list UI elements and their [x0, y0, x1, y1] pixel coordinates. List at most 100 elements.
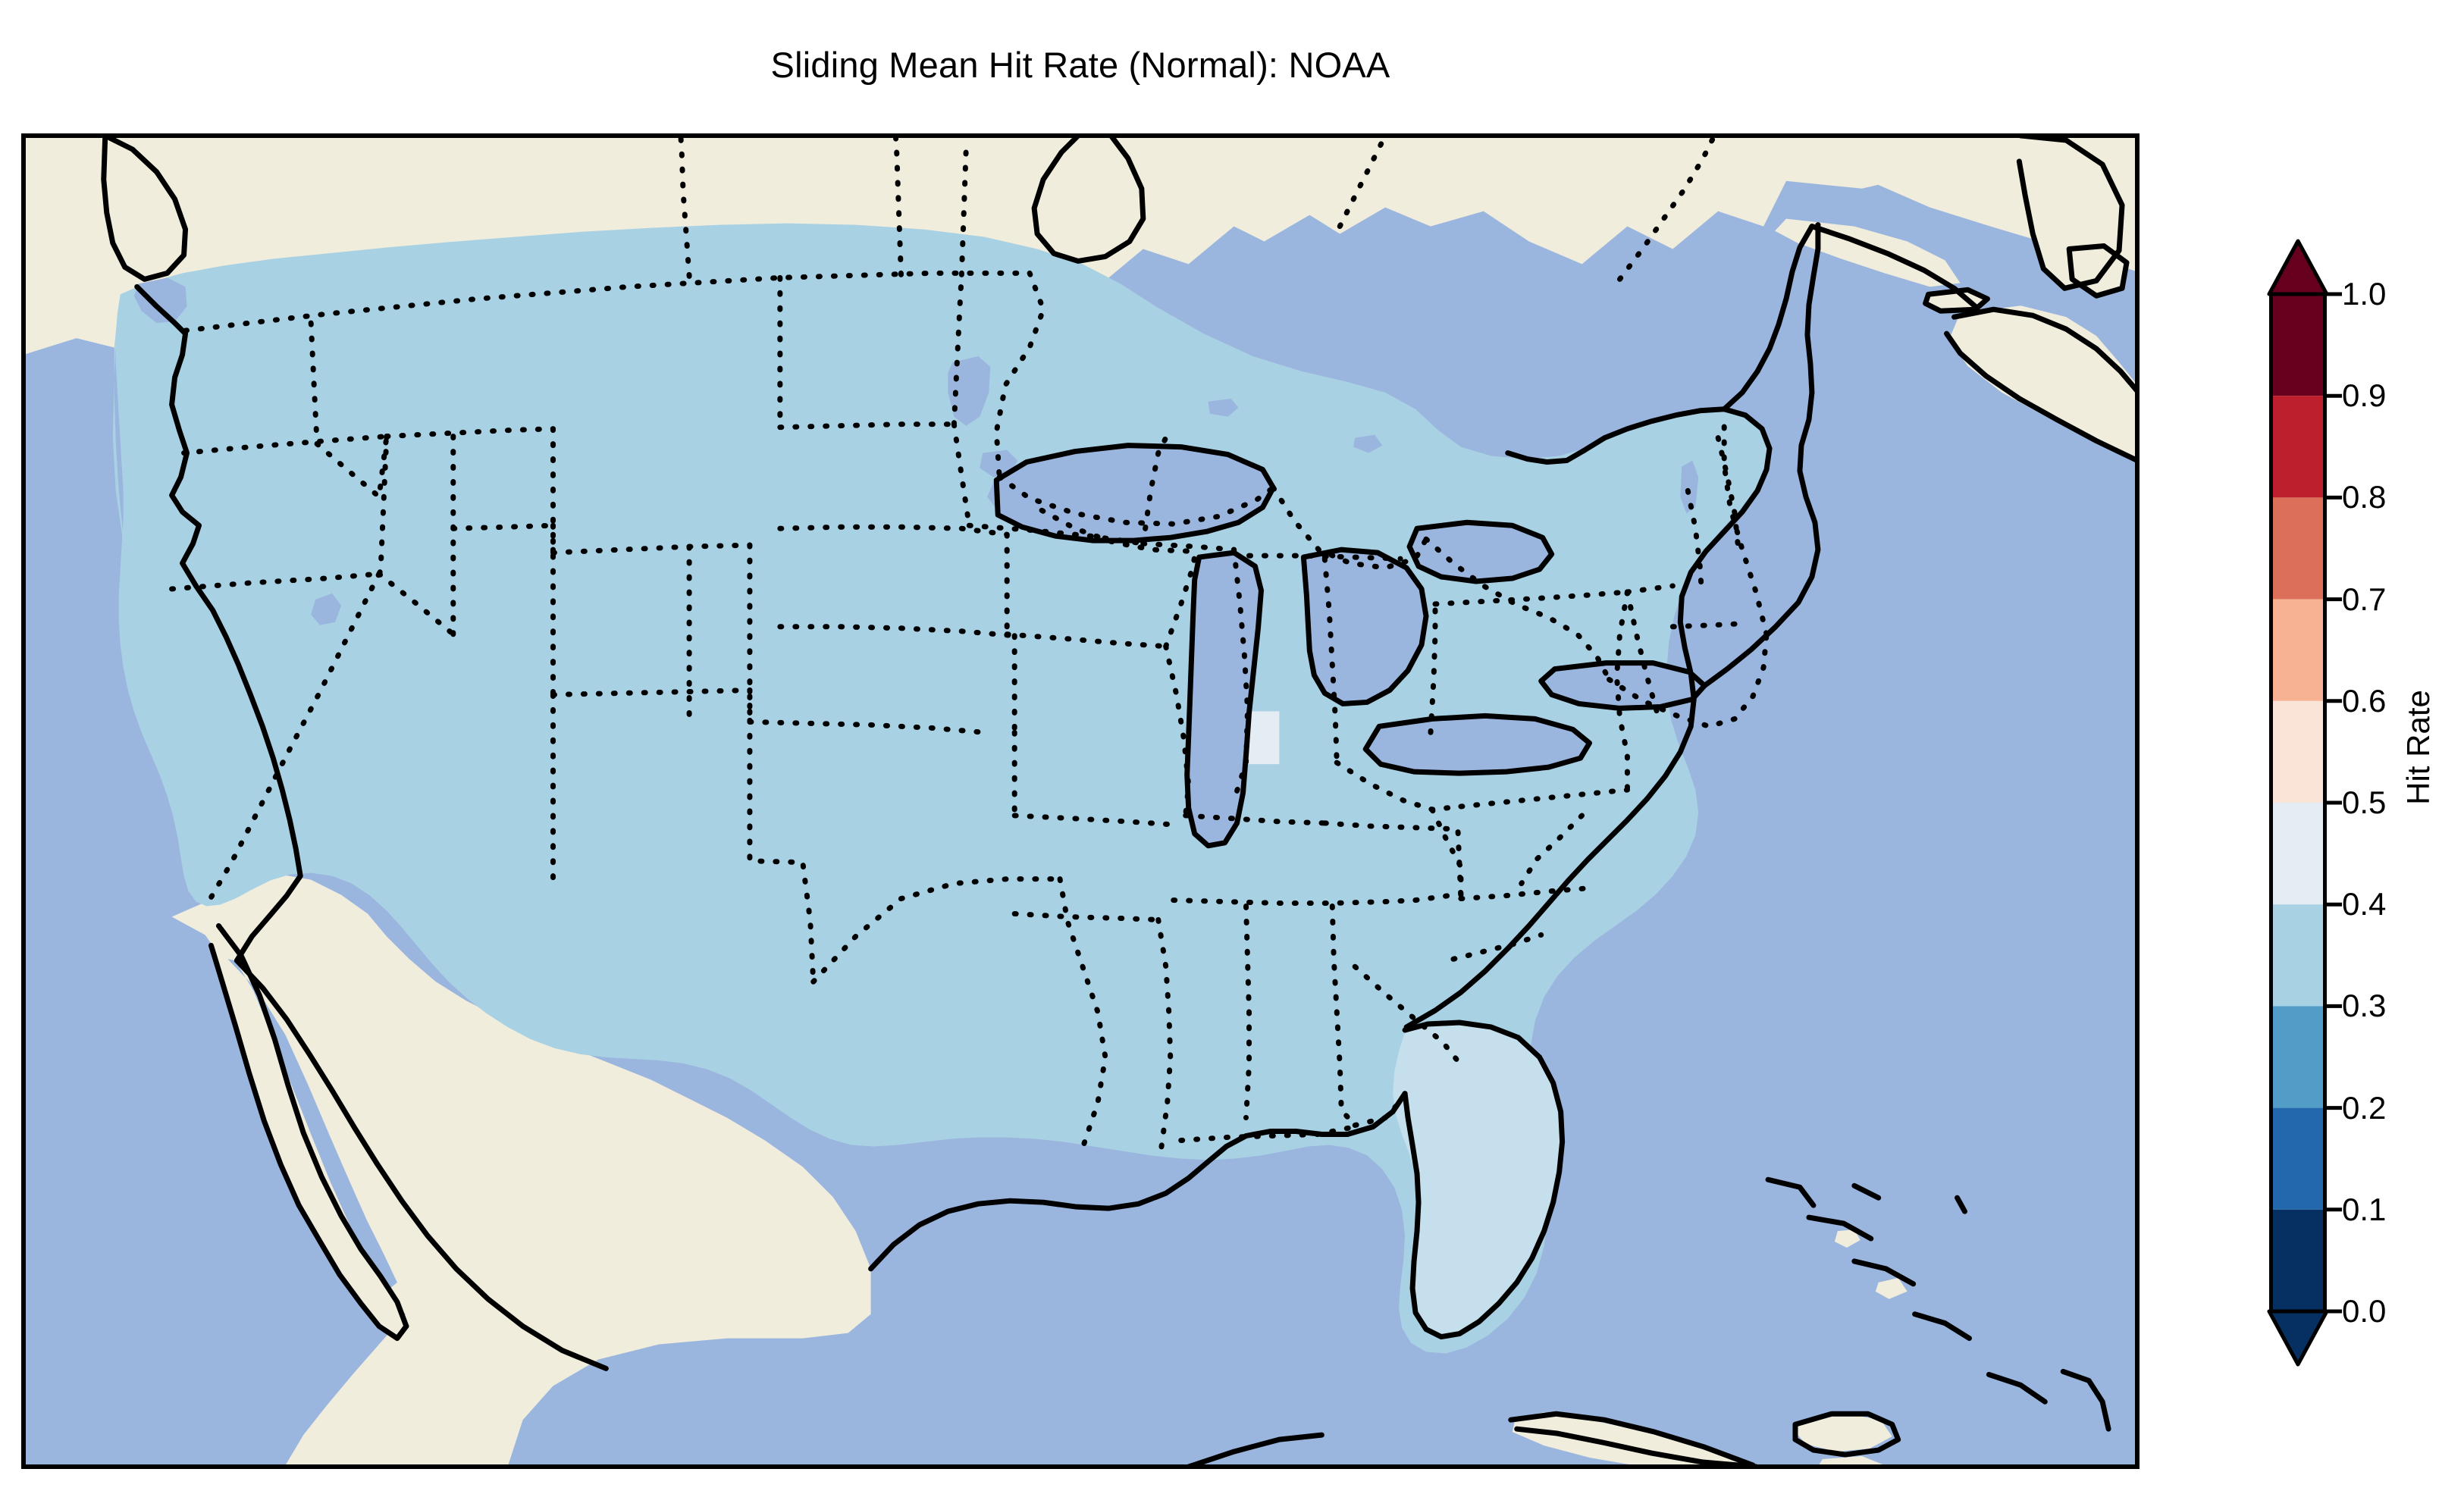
- border-fl-panhandle: [1178, 1124, 1358, 1143]
- lake-superior: [987, 445, 1274, 540]
- border-co-nm: [550, 687, 753, 697]
- cuba-landmass: [1512, 1412, 1764, 1467]
- colorbar-tick-label-1.0: 1.0: [2342, 276, 2387, 312]
- colorbar-tick-label-0.2: 0.2: [2342, 1089, 2387, 1126]
- coast-st-lawrence-river: [1701, 222, 1821, 689]
- border-sd-ne: [777, 524, 1010, 537]
- border-nd-sd: [777, 421, 957, 431]
- colorbar-band-0.9-1.0: [2269, 294, 2327, 396]
- colorbar-band-0.4-0.5: [2269, 803, 2327, 905]
- border-wv-va: [1429, 807, 1464, 902]
- coast-antilles-2: [1851, 1182, 1882, 1201]
- coast-atlantic: [1403, 406, 1773, 1030]
- colorbar-band-0.5-0.6: [2269, 700, 2327, 803]
- border-us-canada-east: [993, 270, 1046, 480]
- colorbar-band-0.7-0.8: [2269, 497, 2327, 600]
- colorbar-band-0.0-0.1: [2269, 1209, 2327, 1311]
- border-md-va: [1519, 813, 1585, 887]
- outline-lake-erie: [1362, 713, 1593, 776]
- border-vt-nh: [1685, 487, 1704, 592]
- hispaniola-landmass: [1793, 1414, 1892, 1452]
- outline-lake-michigan: [1184, 550, 1264, 849]
- colorbar-band-0.2-0.3: [2269, 1006, 2327, 1108]
- colorbar-band-0.6-0.7: [2269, 599, 2327, 701]
- border-oh-pa: [1428, 601, 1438, 735]
- coast-antilles-4: [2060, 1368, 2111, 1432]
- coast-cuba: [1508, 1411, 1756, 1467]
- border-ok-tx: [810, 876, 1063, 985]
- coast-baja-east: [208, 942, 409, 1342]
- border-or-id: [314, 434, 390, 503]
- border-ny-nj: [1624, 589, 1660, 717]
- border-or-ca: [169, 571, 382, 592]
- colorbar-band-0.8-0.9: [2269, 396, 2327, 498]
- coast-pei: [1923, 287, 1990, 314]
- lake-ontario: [1542, 662, 1704, 707]
- border-canada-prov-3: [958, 145, 969, 277]
- colorbar-axis-label-wrap: Hit Rate: [2396, 0, 2441, 1494]
- small-lake-a: [1250, 330, 1333, 355]
- border-nj-pa: [1613, 589, 1630, 793]
- border-il-in: [1231, 547, 1251, 803]
- border-oh-wv-ky: [1334, 760, 1464, 813]
- border-mn-ia: [966, 522, 1146, 547]
- colorbar[interactable]: 1.0 0.9 0.8 0.7 0.6 0.5 0.4 0.3 0.2 0.1 …: [2267, 239, 2386, 1367]
- coast-cape-breton: [2066, 243, 2130, 299]
- border-ma-ct-ri: [1669, 621, 1744, 630]
- border-ut-wy: [450, 522, 556, 531]
- border-nc-sc: [1450, 932, 1544, 962]
- lake-champlain: [1680, 460, 1699, 514]
- map-axes[interactable]: [21, 133, 2140, 1469]
- border-al-ga: [1329, 904, 1358, 1129]
- florida-datafill: [1393, 1023, 1561, 1336]
- border-lakes-4: [1607, 631, 1770, 729]
- colorbar-tick-label-0.5: 0.5: [2342, 785, 2387, 820]
- colorbar-extend-max: [2267, 239, 2329, 296]
- coast-cuba-s: [1514, 1426, 1759, 1467]
- border-ne-ks: [777, 624, 1017, 639]
- coast-baja-west: [215, 922, 409, 1330]
- colorbar-tick-label-0.6: 0.6: [2342, 682, 2387, 719]
- coast-newengland: [1505, 406, 1727, 465]
- baja-california: [211, 925, 406, 1339]
- coast-gulf: [868, 1091, 1408, 1272]
- outline-lake-ontario: [1538, 660, 1707, 711]
- border-sd-mn: [951, 421, 972, 528]
- outline-lake-superior: [993, 443, 1276, 543]
- mexico-landmass: [171, 874, 871, 1467]
- coast-bahamas-3: [1912, 1311, 1972, 1342]
- outline-georgian-bay: [1406, 519, 1555, 584]
- border-ms-al: [1243, 904, 1252, 1121]
- border-wa-id: [308, 320, 320, 447]
- coast-hispaniola: [1792, 1411, 1901, 1458]
- coast-yucatan: [1186, 1432, 1324, 1467]
- lake-huron: [1305, 550, 1425, 703]
- quebec-gaspe: [1775, 218, 1961, 287]
- border-wa-or: [181, 434, 390, 456]
- border-ga-fl: [1352, 1094, 1408, 1129]
- coast-nova-scotia-s: [1944, 330, 2137, 464]
- colorbar-outline: [2269, 292, 2327, 1314]
- gulf-of-california: [227, 959, 397, 1290]
- border-canada-prov-1: [678, 136, 692, 279]
- hispaniola-south: [1817, 1456, 1885, 1467]
- us-west-coast-datafill: [112, 317, 281, 881]
- colorbar-band-0.3-0.4: [2269, 904, 2327, 1007]
- border-ks-ok: [747, 719, 987, 735]
- coast-pacific: [134, 283, 303, 963]
- coast-nova-scotia: [1951, 306, 2137, 394]
- small-lake-b: [1208, 398, 1239, 417]
- outline-lake-huron: [1300, 547, 1429, 706]
- puget-sound-water: [133, 277, 187, 324]
- georgian-bay: [1411, 522, 1550, 580]
- colorbar-tick-label-0.7: 0.7: [2342, 581, 2387, 617]
- border-mi-upper: [1039, 507, 1192, 554]
- border-canada-prov-4: [1337, 136, 1388, 230]
- great-salt-lake: [311, 593, 342, 625]
- coast-hudson-bay: [1031, 136, 1146, 264]
- border-mo-ar: [1011, 813, 1177, 828]
- border-wi-ia-il: [1140, 540, 1237, 553]
- coast-bahamas-2: [1851, 1258, 1917, 1287]
- coastline-layer: [101, 136, 2137, 1467]
- figure-title-line-1: Sliding Mean Hit Rate (Normal): NOAA: [770, 44, 1390, 85]
